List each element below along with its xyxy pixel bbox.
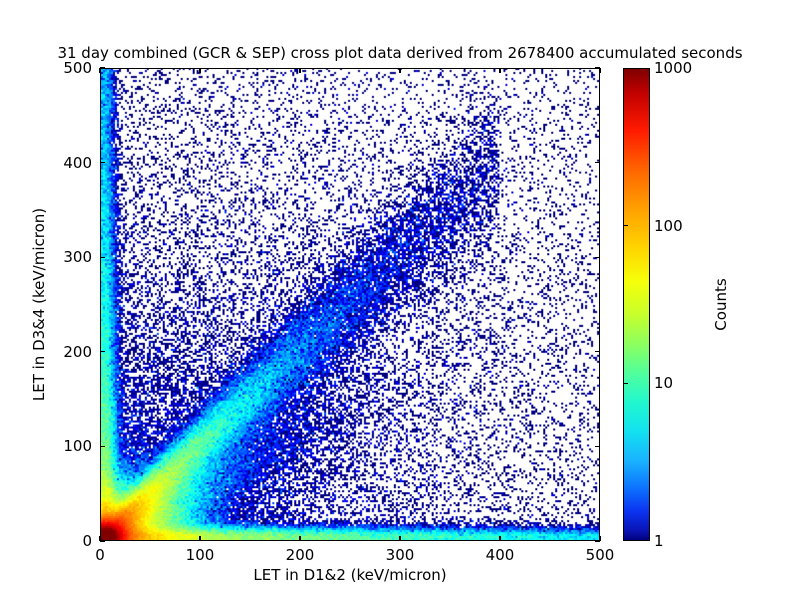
y-tick-500 — [100, 67, 105, 69]
colorbar-tick-100 — [623, 225, 628, 227]
colorbar-tick-label-10: 10 — [654, 374, 674, 393]
y-tick-300 — [100, 256, 105, 258]
x-tick-top-100 — [199, 68, 201, 73]
x-tick-top-500 — [599, 68, 601, 73]
y-tick-label-200: 200 — [63, 342, 92, 361]
colorbar-tick-label-1: 1 — [654, 532, 664, 550]
y-tick-label-300: 300 — [63, 248, 92, 267]
x-tick-label-100: 100 — [185, 546, 215, 564]
x-axis-label: LET in D1&2 (keV/micron) — [253, 566, 447, 584]
x-tick-400 — [499, 536, 501, 541]
title-line-1: 31 day combined (GCR & SEP) cross plot d… — [57, 44, 743, 62]
y-tick-100 — [100, 445, 105, 448]
y-tick-right-500 — [595, 67, 600, 69]
colorbar-tick-label-1000: 1000 — [654, 59, 693, 77]
y-tick-right-400 — [595, 161, 600, 164]
y-tick-200 — [100, 351, 105, 353]
x-tick-top-400 — [499, 68, 501, 73]
y-tick-label-500: 500 — [63, 59, 92, 77]
y-tick-right-0 — [595, 540, 600, 542]
y-tick-0 — [100, 540, 105, 542]
x-tick-500 — [599, 536, 601, 541]
colorbar — [623, 68, 650, 541]
x-tick-200 — [299, 536, 301, 541]
x-tick-0 — [99, 536, 101, 541]
colorbar-tick-label-100: 100 — [654, 216, 683, 235]
y-tick-label-400: 400 — [63, 153, 92, 172]
colorbar-label: Counts — [712, 278, 730, 331]
y-tick-label-0: 0 — [82, 532, 92, 550]
y-tick-right-100 — [595, 445, 600, 448]
x-tick-top-0 — [99, 68, 101, 73]
y-axis-label: LET in D3&4 (keV/micron) — [30, 207, 48, 402]
density-heatmap — [101, 69, 599, 540]
x-tick-top-200 — [299, 68, 301, 73]
y-tick-right-200 — [595, 351, 600, 353]
x-tick-label-500: 500 — [585, 546, 615, 564]
x-tick-label-300: 300 — [385, 546, 415, 564]
y-tick-400 — [100, 161, 105, 164]
x-tick-top-300 — [399, 68, 401, 73]
x-tick-label-0: 0 — [95, 546, 105, 564]
x-tick-label-400: 400 — [485, 546, 515, 564]
x-tick-300 — [399, 536, 401, 541]
x-tick-label-200: 200 — [285, 546, 315, 564]
y-tick-label-100: 100 — [63, 437, 92, 456]
colorbar-tick-10 — [623, 382, 628, 384]
x-tick-100 — [199, 536, 201, 541]
y-tick-right-300 — [595, 256, 600, 258]
plot-area — [100, 68, 600, 541]
